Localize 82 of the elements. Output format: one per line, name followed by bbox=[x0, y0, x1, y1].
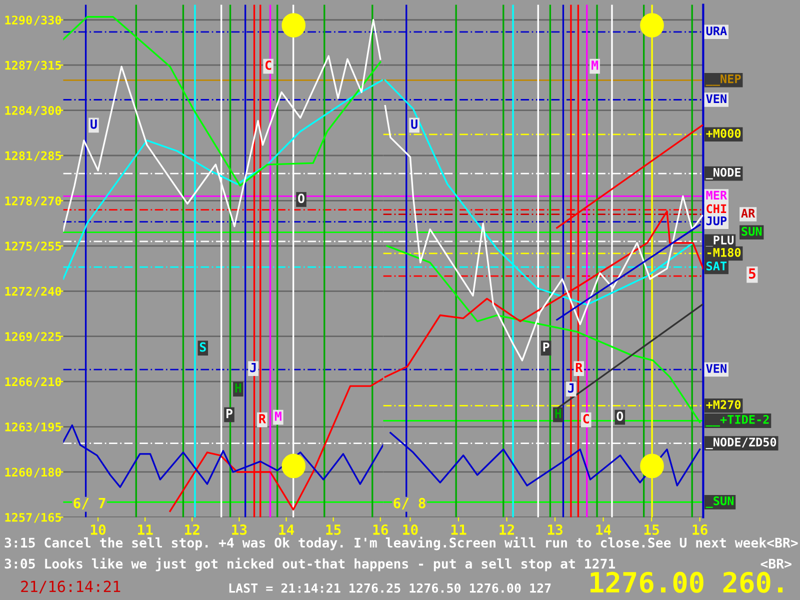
ref-line-label: __+TIDE-2 bbox=[706, 414, 769, 427]
y2-tick-label: /315 bbox=[34, 60, 62, 71]
ref-line-label: R bbox=[259, 414, 266, 424]
y-tick-label: 1275 bbox=[5, 242, 32, 251]
x-tick-label: 14 bbox=[279, 524, 294, 535]
ref-line-label: SAT bbox=[706, 262, 727, 270]
ref-line-label: P bbox=[226, 409, 232, 418]
annotation: 6/ 7 bbox=[74, 498, 106, 510]
ref-line-label: P bbox=[543, 342, 550, 352]
ref-line-label: C bbox=[265, 60, 272, 70]
ref-line-label: -M180 bbox=[707, 248, 741, 257]
ref-line-label: J bbox=[568, 383, 574, 393]
y-tick-label: 1287 bbox=[5, 60, 32, 70]
y2-tick-label: /210 bbox=[34, 377, 62, 388]
ref-line-label: _NODE/ZD50 bbox=[706, 438, 776, 450]
ref-line-label: O bbox=[298, 194, 304, 204]
y-tick-label: 1266 bbox=[5, 377, 32, 386]
y-tick-label: 1257 bbox=[5, 512, 32, 522]
y-tick-label: 1281 bbox=[5, 151, 32, 160]
y2-tick-label: /285 bbox=[34, 151, 62, 162]
ref-line-label: R bbox=[576, 362, 583, 372]
x-tick-label: 11 bbox=[138, 524, 153, 535]
x-tick-label: 13 bbox=[548, 524, 562, 535]
y2-tick-label: /270 bbox=[34, 196, 62, 206]
y-tick-label: 1260 bbox=[5, 468, 32, 477]
y-tick-label: 1263 bbox=[5, 422, 32, 432]
y2-tick-label: /165 bbox=[34, 512, 62, 523]
y2-tick-label: /255 bbox=[34, 242, 62, 252]
y-tick-label: 1272 bbox=[5, 286, 32, 296]
ref-line-label: VEN bbox=[706, 364, 726, 373]
x-tick-label: 16 bbox=[373, 524, 388, 535]
x-tick-label: 15 bbox=[644, 524, 659, 535]
ref-line-label: SUN bbox=[742, 226, 762, 236]
x-tick-label: 11 bbox=[451, 524, 466, 535]
ref-line-label: U bbox=[411, 120, 418, 129]
ref-line-label: AR bbox=[741, 208, 756, 218]
ref-line-label: U bbox=[90, 120, 97, 129]
x-tick-label: 12 bbox=[185, 524, 200, 535]
y2-tick-label: /240 bbox=[34, 286, 62, 297]
text: 3:15 Cancel the sell stop. +4 was Ok today. I'm leaving.Screen will run to close.See U next week<BR> bbox=[4, 536, 798, 550]
ref-line-label: _SUN bbox=[706, 496, 734, 508]
ref-line-label: +M270 bbox=[706, 400, 741, 410]
ref-line-label: S bbox=[200, 342, 206, 352]
annotation: 6/ 8 bbox=[394, 498, 426, 510]
text: 21/16:14:21 bbox=[21, 580, 120, 594]
ref-line-label: M bbox=[592, 60, 598, 70]
y2-tick-label: /180 bbox=[34, 468, 62, 478]
ref-line-label: H bbox=[235, 383, 242, 393]
ref-line-label: MER bbox=[706, 190, 728, 200]
ref-line-label: CHI bbox=[706, 204, 726, 214]
ref-line-label: VEN bbox=[706, 94, 726, 103]
ref-line-label: +M000 bbox=[706, 128, 741, 138]
ref-line-label: _PLU bbox=[706, 236, 734, 248]
y-tick-label: 1278 bbox=[5, 196, 32, 206]
ref-line-label: _NODE bbox=[706, 168, 741, 180]
y2-tick-label: /330 bbox=[34, 16, 62, 26]
y2-tick-label: /300 bbox=[34, 106, 62, 116]
ref-line-label: H bbox=[555, 409, 562, 418]
x-tick-label: 14 bbox=[596, 524, 612, 535]
y2-tick-label: /195 bbox=[34, 422, 62, 432]
text: 3:05 Looks like we just got nicked out-that happens - put a sell stop at 1271 bbox=[4, 558, 616, 572]
x-tick-label: 15 bbox=[326, 524, 341, 535]
x-tick-label: 13 bbox=[232, 524, 247, 535]
ref-line-label: JUP bbox=[706, 216, 727, 226]
text: 1276.00 260. bbox=[590, 572, 783, 593]
text: <BR> bbox=[760, 558, 792, 568]
ref-line-label: URA bbox=[706, 26, 727, 36]
y2-tick-label: /225 bbox=[34, 332, 62, 342]
y-tick-label: 1290 bbox=[5, 16, 32, 25]
x-tick-label: 12 bbox=[500, 524, 514, 535]
ref-line-label: J bbox=[250, 362, 256, 372]
ref-line-label: O bbox=[616, 411, 624, 421]
ref-line-label: __NEP bbox=[706, 74, 741, 86]
x-tick-label: 10 bbox=[403, 524, 418, 535]
y-tick-label: 1284 bbox=[5, 106, 32, 115]
text: LAST = 21:14:21 1276.25 1276.50 1276.00 127 bbox=[229, 583, 551, 593]
y-tick-label: 1269 bbox=[5, 332, 32, 342]
text: 5 bbox=[748, 268, 756, 279]
ref-line-label: C bbox=[583, 414, 589, 424]
x-tick-label: 10 bbox=[90, 524, 106, 535]
x-tick-label: 16 bbox=[692, 524, 708, 535]
ref-line-label: M bbox=[274, 412, 282, 421]
